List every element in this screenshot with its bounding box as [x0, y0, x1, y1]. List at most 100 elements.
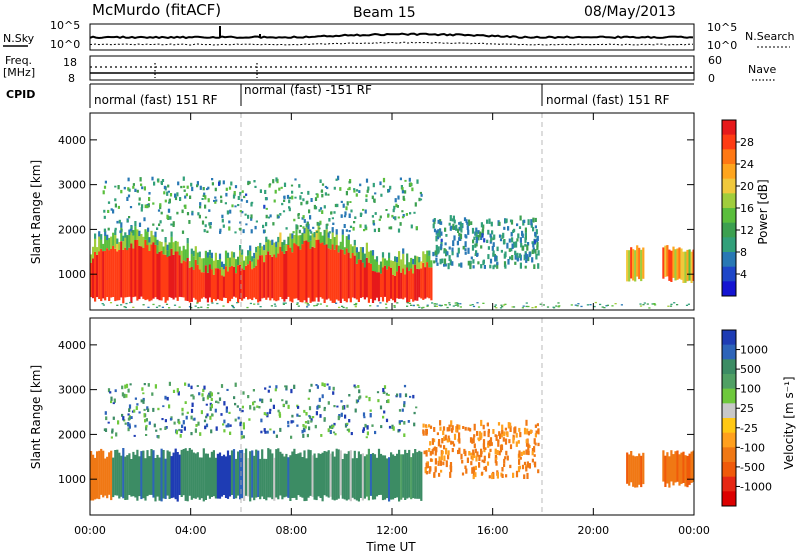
power-cell [296, 303, 299, 305]
power-cell [446, 306, 449, 309]
velocity-cell [486, 422, 489, 427]
power-cell [606, 304, 609, 306]
velocity-cell [481, 471, 484, 475]
power-cell [503, 304, 506, 306]
velocity-cell [154, 458, 157, 502]
power-cell [395, 203, 398, 208]
velocity-colorbar-label: -25 [740, 422, 758, 435]
velocity-cell [198, 457, 201, 500]
power-cell [531, 307, 534, 309]
power-cell [335, 178, 338, 181]
velocity-cell [518, 427, 521, 432]
power-cell [474, 243, 477, 248]
power-cell [687, 303, 690, 305]
power-cell [384, 303, 388, 305]
velocity-cell [104, 458, 107, 496]
power-cell [246, 306, 249, 309]
power-cell [294, 178, 297, 181]
power-cell [471, 227, 475, 234]
velocity-cell [343, 453, 346, 500]
power-cell [178, 306, 181, 308]
power-cell [325, 229, 328, 245]
power-cell [107, 227, 110, 231]
power-cell [299, 249, 302, 303]
power-cell [114, 198, 117, 202]
power-cell [515, 241, 518, 248]
velocity-cell [249, 451, 252, 502]
power-cell [316, 221, 319, 226]
velocity-cell [133, 409, 136, 413]
power-cell [182, 176, 185, 181]
power-cell [214, 200, 217, 204]
power-cell [686, 249, 689, 282]
velocity-cell [210, 397, 213, 401]
velocity-cell [166, 396, 169, 401]
power-cell [448, 222, 451, 226]
velocity-cell [321, 382, 324, 387]
power-cell [352, 226, 355, 231]
power-cell [432, 219, 435, 223]
velocity-cell [473, 423, 476, 431]
velocity-cell [518, 452, 521, 457]
power-cell [436, 233, 439, 237]
velocity-cell [398, 429, 401, 432]
velocity-cell [537, 442, 540, 447]
power-cell [152, 202, 155, 205]
power-cell [337, 252, 340, 301]
power-cell [390, 267, 393, 299]
velocity-cell [165, 426, 168, 429]
power-cell [261, 255, 264, 299]
power-cell [333, 186, 336, 190]
power-cell [110, 236, 113, 249]
power-cell [159, 203, 162, 207]
power-cell [103, 209, 106, 213]
power-cell [482, 302, 485, 304]
power-cell [308, 209, 311, 214]
velocity-cell [252, 401, 255, 406]
power-cell [373, 271, 377, 301]
power-cell [483, 238, 486, 243]
power-cell [373, 228, 376, 233]
power-cell [122, 249, 125, 304]
power-cell [636, 245, 639, 277]
power-cell [390, 226, 393, 230]
velocity-cell [505, 450, 508, 456]
power-cell [139, 177, 142, 182]
velocity-cell [298, 415, 301, 417]
power-cell [161, 229, 164, 232]
power-cell [169, 216, 172, 220]
velocity-cell [131, 410, 135, 413]
velocity-cell [341, 459, 344, 499]
power-cell [374, 212, 377, 215]
velocity-cell [225, 408, 228, 413]
velocity-cell [531, 448, 534, 452]
velocity-cell [191, 402, 194, 407]
velocity-cell [140, 399, 143, 403]
power-cell [110, 208, 113, 211]
power-cell [300, 192, 303, 194]
power-cell [262, 229, 266, 234]
velocity-cell [147, 408, 150, 412]
power-cell [354, 304, 358, 306]
power-cell [112, 232, 115, 246]
velocity-cell [240, 430, 243, 435]
power-cell [220, 199, 223, 203]
power-cell [116, 238, 119, 244]
power-cell [265, 222, 268, 227]
velocity-cell [199, 432, 202, 436]
power-cell [147, 227, 150, 232]
noise-sky-line [89, 32, 694, 40]
power-cell [208, 249, 211, 256]
power-cell [682, 251, 685, 283]
power-cell [126, 219, 129, 223]
power-colorbar-label: 16 [740, 202, 754, 215]
power-cell [209, 222, 212, 226]
velocity-cell [205, 423, 209, 428]
velocity-cell [488, 475, 491, 479]
velocity-cell [203, 419, 207, 423]
velocity-cell [234, 402, 237, 406]
velocity-cell [172, 452, 175, 498]
velocity-cell [394, 455, 397, 498]
power-cell [470, 221, 473, 225]
